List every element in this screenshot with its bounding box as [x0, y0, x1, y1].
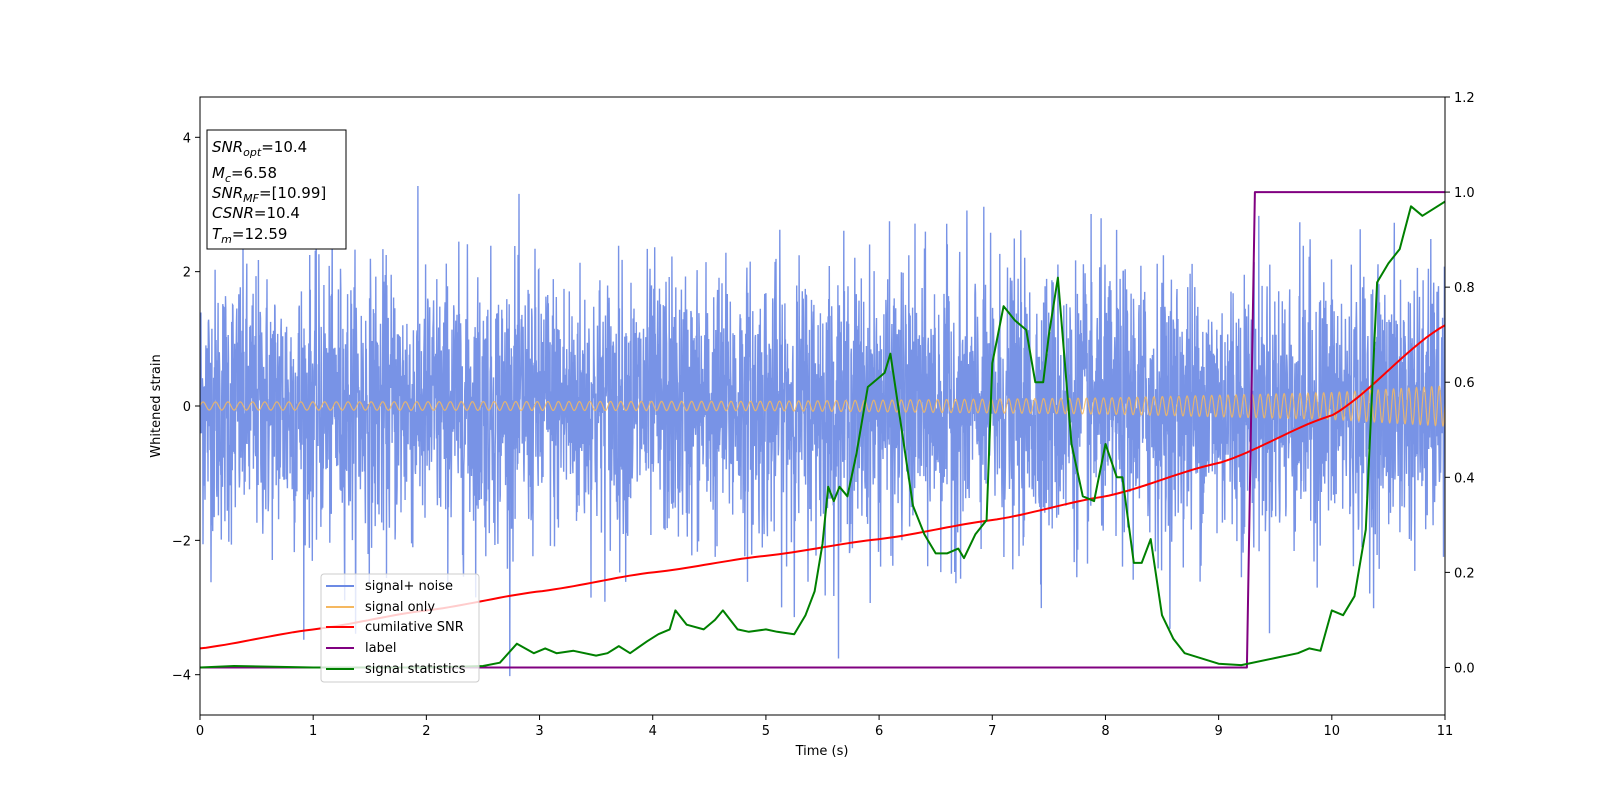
x-tick-label: 0 — [196, 724, 204, 739]
annotation-mc: Mc=6.58 — [212, 164, 277, 185]
y-right-tick-label: 0.8 — [1454, 281, 1475, 296]
x-tick-label: 3 — [535, 724, 543, 739]
y-left-tick-label: −2 — [172, 534, 191, 549]
annotation-csnr: CSNR=10.4 — [212, 204, 300, 222]
x-tick-label: 8 — [1101, 724, 1109, 739]
y-right-tick-label: 0.2 — [1454, 566, 1475, 581]
x-tick-label: 10 — [1324, 724, 1341, 739]
legend-entry-signal: signal only — [326, 600, 435, 615]
x-tick-label: 1 — [309, 724, 317, 739]
legend-entry-label: label — [326, 641, 396, 656]
legend-entry-noise: signal+ noise — [326, 579, 453, 594]
legend-entry-stat: signal statistics — [326, 662, 466, 677]
x-tick-label: 4 — [649, 724, 657, 739]
y-right-tick-label: 0.6 — [1454, 376, 1475, 391]
x-axis-label: Time (s) — [795, 744, 849, 759]
y-axis-label: Whitened strain — [149, 354, 164, 457]
x-tick-label: 11 — [1437, 724, 1454, 739]
svg-text:signal only: signal only — [365, 600, 435, 615]
y-left-tick-label: 4 — [183, 131, 191, 146]
annotation-tm: Tm=12.59 — [212, 225, 287, 246]
svg-text:label: label — [365, 641, 396, 656]
annotation-box: SNRopt=10.4 Mc=6.58 SNRMF=[10.99] CSNR=1… — [206, 129, 347, 250]
x-tick-label: 5 — [762, 724, 770, 739]
legend-entry-csnr: cumilative SNR — [326, 620, 464, 635]
y-right-tick-label: 0.0 — [1454, 661, 1475, 676]
series-stat-line — [200, 200, 1445, 669]
y-right-tick-label: 0.4 — [1454, 471, 1475, 486]
annotation-snr-opt: SNRopt=10.4 — [212, 138, 307, 159]
series-noise-line — [200, 185, 1445, 677]
x-tick-label: 7 — [988, 724, 996, 739]
x-tick-label: 2 — [422, 724, 430, 739]
legend: signal+ noise signal only cumilative SNR… — [320, 573, 480, 683]
series-label-line — [200, 191, 1445, 669]
axes: 0 1 2 3 4 5 6 7 8 9 10 11 −4 −2 0 2 4 0.0 0.2 0.4 0.6 0.8 1.0 1… — [172, 91, 1475, 739]
svg-text:signal+ noise: signal+ noise — [365, 579, 453, 594]
y-right-tick-label: 1.2 — [1454, 91, 1475, 106]
y-right-tick-label: 1.0 — [1454, 186, 1475, 201]
svg-text:signal statistics: signal statistics — [365, 662, 466, 677]
x-tick-label: 9 — [1214, 724, 1222, 739]
y-left-tick-label: −4 — [172, 669, 191, 684]
annotation-snr-mf: SNRMF=[10.99] — [212, 184, 326, 205]
y-left-tick-label: 0 — [183, 400, 191, 415]
x-tick-label: 6 — [875, 724, 883, 739]
y-left-tick-label: 2 — [183, 266, 191, 281]
svg-text:cumilative SNR: cumilative SNR — [365, 620, 464, 635]
series-signal-line — [200, 385, 1445, 427]
